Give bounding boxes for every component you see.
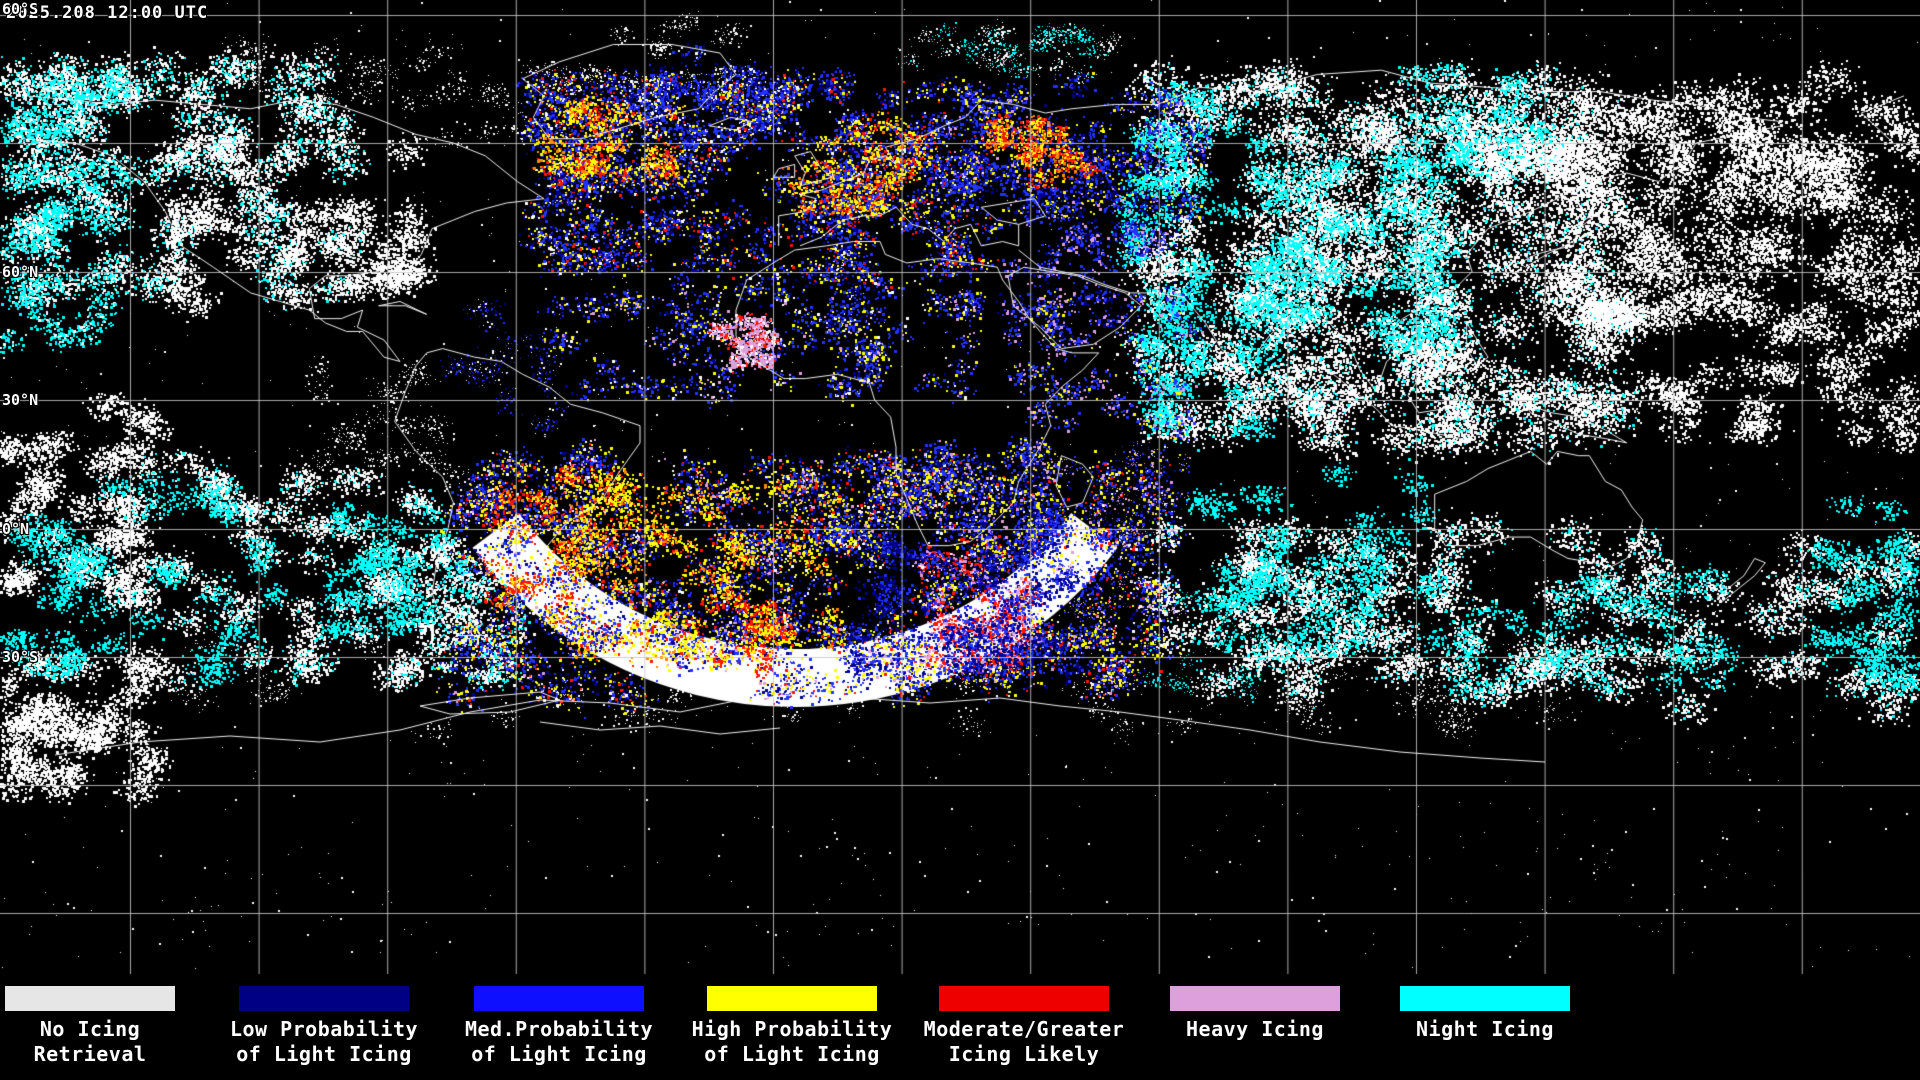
legend-label-line1: Moderate/Greater — [923, 1017, 1125, 1041]
latitude-label-30n: 30°N — [2, 391, 39, 409]
legend-item-low-prob: Low Probability of Light Icing — [204, 986, 444, 1067]
legend-label-line2: Icing Likely — [948, 1042, 1100, 1066]
legend-item-no-icing: No Icing Retrieval — [0, 986, 210, 1067]
legend-label-line1: Med.Probability — [464, 1017, 654, 1041]
legend-swatch — [474, 986, 644, 1011]
legend-swatch — [707, 986, 877, 1011]
legend-label-line1: No Icing — [39, 1017, 141, 1041]
legend-item-med-prob: Med.Probability of Light Icing — [439, 986, 679, 1067]
legend-swatch — [1400, 986, 1570, 1011]
legend-item-heavy: Heavy Icing — [1135, 986, 1375, 1042]
latitude-label-60s: 60°S — [2, 0, 39, 18]
legend-label-line1: Heavy Icing — [1186, 1017, 1324, 1041]
legend-label-line2: Retrieval — [33, 1042, 147, 1066]
legend-item-high-prob: High Probability of Light Icing — [672, 986, 912, 1067]
legend-item-night: Night Icing — [1365, 986, 1605, 1042]
icing-map-canvas — [0, 0, 1920, 978]
legend-label-line1: Low Probability — [229, 1017, 419, 1041]
legend-swatch — [5, 986, 175, 1011]
legend-swatch — [939, 986, 1109, 1011]
legend-swatch — [239, 986, 409, 1011]
legend-label-line1: Night Icing — [1416, 1017, 1554, 1041]
timestamp: 2025.208 12:00 UTC — [6, 3, 209, 23]
legend-label-line1: High Probability — [691, 1017, 893, 1041]
latitude-label-0n: 0°N — [2, 520, 30, 538]
legend-swatch — [1170, 986, 1340, 1011]
legend-label-line2: of Light Icing — [704, 1042, 880, 1066]
legend-bar: No Icing Retrieval Low Probability of Li… — [0, 978, 1920, 1080]
legend-label-line2: of Light Icing — [471, 1042, 647, 1066]
latitude-label-30s: 30°S — [2, 648, 39, 666]
legend-item-moderate: Moderate/Greater Icing Likely — [904, 986, 1144, 1067]
legend-label-line2: of Light Icing — [236, 1042, 412, 1066]
latitude-label-60n: 60°N — [2, 263, 39, 281]
